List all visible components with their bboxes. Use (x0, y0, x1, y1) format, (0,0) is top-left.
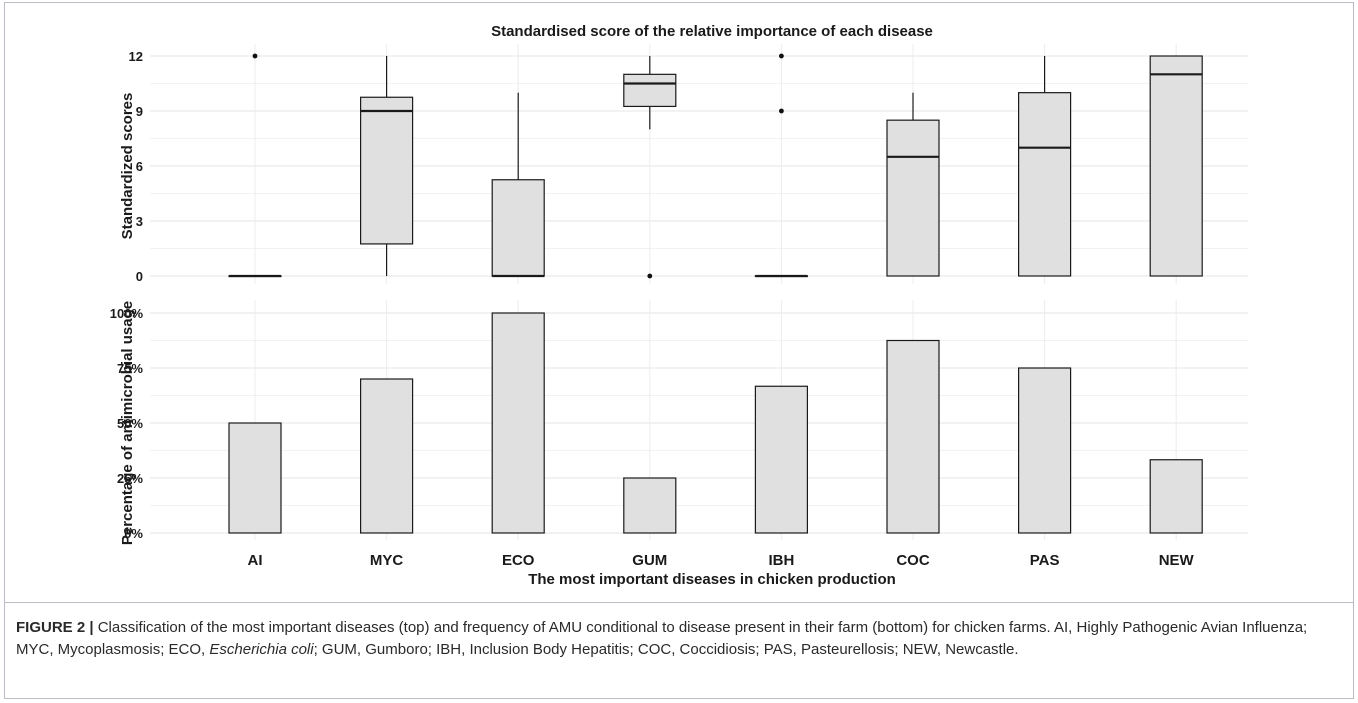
figure-frame (4, 2, 1354, 699)
bottom-y-axis-label: Percentage of antimicrobial usage (119, 301, 136, 545)
bar-eco (491, 312, 545, 534)
x-tick-label: GUM (632, 552, 667, 569)
caption-text-part2: ; GUM, Gumboro; IBH, Inclusion Body Hepa… (313, 641, 1019, 658)
box-outlier-point (779, 108, 784, 114)
bar-ibh (754, 385, 809, 534)
top-chart-title: Standardised score of the relative impor… (491, 23, 933, 40)
box-iqr-gum (623, 73, 677, 108)
box-outlier-point (779, 53, 784, 59)
box-iqr-new (1149, 55, 1203, 277)
caption-text-part1: Classification of the most important dis… (16, 619, 1308, 658)
caption-label: FIGURE 2 | (16, 619, 94, 636)
top-y-axis-label: Standardized scores (119, 93, 136, 240)
top-y-tick-label: 9 (136, 104, 143, 119)
top-y-tick-label: 0 (136, 269, 143, 284)
x-tick-label: IBH (768, 552, 794, 569)
bar-ai (228, 422, 282, 534)
top-y-tick-label: 12 (129, 49, 143, 64)
x-tick-label: MYC (370, 552, 404, 569)
figure-caption: FIGURE 2 | Classification of the most im… (16, 617, 1342, 661)
bottom-y-tick-label: 100% (110, 306, 144, 321)
bar-coc (886, 339, 940, 534)
box-outlier-point (252, 53, 258, 59)
bottom-y-tick-label: 0% (124, 526, 143, 541)
bottom-y-tick-label: 75% (117, 361, 143, 376)
bar-gum (623, 477, 677, 534)
bar-new (1149, 459, 1203, 534)
bar-pas (1017, 367, 1072, 534)
caption-divider (4, 602, 1354, 603)
box-outlier-point (647, 273, 653, 279)
box-iqr-eco (491, 179, 545, 277)
bar-myc (360, 378, 414, 534)
top-y-tick-label: 6 (136, 159, 143, 174)
figure-chart: 0 3 6 9 12 Standardised score of the relative… (110, 23, 1248, 588)
x-tick-label: PAS (1030, 552, 1060, 569)
box-iqr-myc (360, 96, 414, 245)
box-iqr-coc (886, 119, 940, 277)
x-tick-label: COC (896, 552, 930, 569)
box-iqr-pas (1017, 92, 1072, 277)
x-tick-label: NEW (1159, 552, 1195, 569)
top-y-tick-label: 3 (136, 214, 143, 229)
x-tick-label: ECO (502, 552, 535, 569)
bottom-y-tick-label: 50% (117, 416, 143, 431)
x-tick-label: AI (248, 552, 263, 569)
caption-italic-species: Escherichia coli (209, 641, 314, 658)
x-axis-label: The most important diseases in chicken p… (528, 571, 896, 588)
bottom-y-tick-label: 25% (117, 471, 143, 486)
